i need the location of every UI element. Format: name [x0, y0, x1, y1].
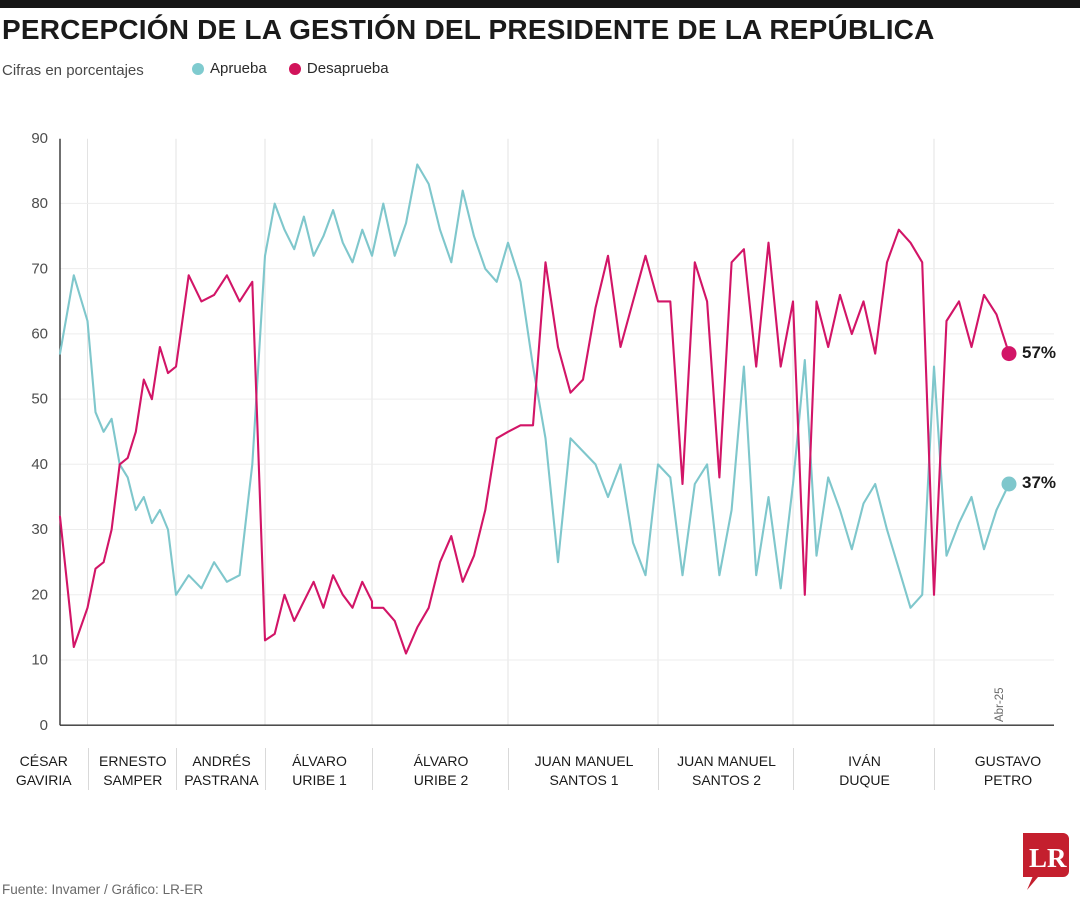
svg-text:70: 70 [31, 260, 48, 277]
svg-text:60: 60 [31, 326, 48, 343]
svg-text:30: 30 [31, 521, 48, 538]
svg-text:90: 90 [31, 130, 48, 147]
svg-text:40: 40 [31, 456, 48, 473]
svg-text:80: 80 [31, 195, 48, 212]
svg-text:10: 10 [31, 652, 48, 669]
svg-text:LR: LR [1029, 843, 1067, 873]
svg-text:20: 20 [31, 586, 48, 603]
svg-text:0: 0 [40, 717, 48, 734]
svg-text:Abr-25: Abr-25 [994, 687, 1006, 722]
svg-text:50: 50 [31, 391, 48, 408]
